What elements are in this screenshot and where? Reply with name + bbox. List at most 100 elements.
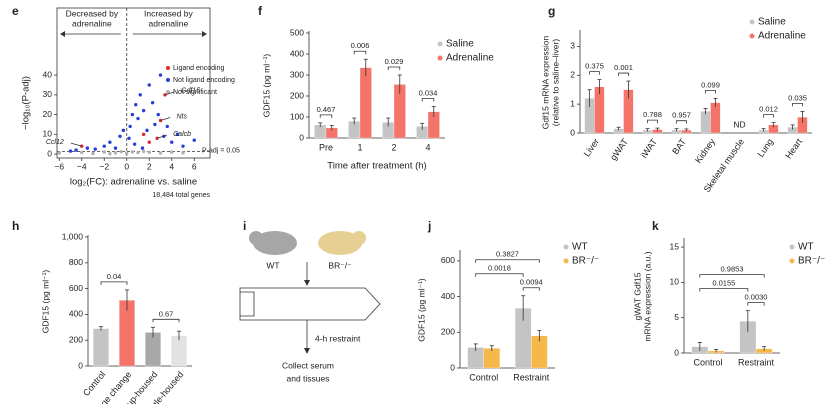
p-value: 0.9853 xyxy=(721,265,744,274)
legend-marker xyxy=(789,244,795,250)
point xyxy=(121,128,126,133)
point xyxy=(141,149,146,154)
point xyxy=(138,93,142,97)
legend-label: Not ligand encoding xyxy=(173,77,235,84)
point xyxy=(93,147,97,151)
x-tick-label: −6 xyxy=(54,161,64,171)
x-tick-label: −2 xyxy=(99,161,109,171)
comparison-bracket xyxy=(747,302,765,306)
comparison-bracket xyxy=(475,259,540,263)
bar xyxy=(483,348,501,369)
point xyxy=(181,151,185,155)
x-tick-label: Kidney xyxy=(693,136,717,165)
comparison-bracket xyxy=(699,288,749,292)
y-tick-label: 15 xyxy=(670,241,680,251)
legend-label: Ligand encoding xyxy=(173,65,224,72)
comparison-bracket xyxy=(522,287,540,291)
y-tick-label: 0 xyxy=(674,347,679,357)
arrow-head xyxy=(60,31,65,37)
p-value: 0.467 xyxy=(317,105,336,114)
bar xyxy=(710,102,721,134)
y-tick-label: 0 xyxy=(47,148,52,158)
x-tick-label: Restraint xyxy=(738,357,775,367)
x-tick-label: Liver xyxy=(582,137,601,159)
mouse-icon xyxy=(249,231,263,245)
direction-label: Decreased by xyxy=(66,8,119,18)
comparison-bracket xyxy=(699,274,765,278)
y-axis-label: (relative to saline–liver) xyxy=(550,39,560,127)
comparison-bracket xyxy=(705,89,716,94)
point xyxy=(128,124,132,129)
y-tick-label: 40 xyxy=(43,69,53,79)
point xyxy=(91,151,95,156)
label-leader xyxy=(157,134,167,139)
point xyxy=(158,151,163,155)
point xyxy=(170,140,174,144)
y-tick-label: 3 xyxy=(570,41,575,51)
legend-label: BR⁻/⁻ xyxy=(572,256,599,267)
panel-letter: g xyxy=(548,4,555,18)
point xyxy=(153,122,157,127)
plot-frame xyxy=(56,7,211,159)
panel-letter: e xyxy=(12,4,19,18)
point xyxy=(136,116,140,121)
y-tick-label: 10 xyxy=(43,129,53,139)
point xyxy=(130,150,135,154)
direction-label: Increased by xyxy=(144,8,193,18)
comparison-bracket xyxy=(100,281,128,285)
diagram-i: i WT BR⁻/⁻ 4-h restraint Collect serum a… xyxy=(239,219,381,383)
point xyxy=(80,150,84,155)
y-tick-label: 400 xyxy=(69,309,83,319)
point xyxy=(136,150,140,155)
p-value: 0.034 xyxy=(419,88,438,97)
y-tick-label: 0 xyxy=(450,362,455,372)
p-value: 0.001 xyxy=(614,63,633,72)
gene-label: Gdf15 xyxy=(181,88,200,95)
point xyxy=(158,73,163,77)
bar xyxy=(700,111,711,134)
point xyxy=(85,146,90,150)
legend-marker xyxy=(749,33,755,39)
x-tick-label: −4 xyxy=(77,161,87,171)
legend-label: Adrenaline xyxy=(758,31,806,42)
x-tick-label: 6 xyxy=(192,161,197,171)
y-tick-label: 300 xyxy=(290,69,304,79)
mouse-icon xyxy=(253,231,297,255)
legend-label: WT xyxy=(572,242,588,253)
point xyxy=(150,101,155,105)
x-tick-label: Heart xyxy=(783,136,804,160)
point xyxy=(132,142,137,146)
p-value: 0.957 xyxy=(672,111,691,120)
x-tick-label: 2 xyxy=(147,161,152,171)
y-tick-label: 400 xyxy=(441,291,455,301)
y-axis-label: −log₁₀(P-adj) xyxy=(21,76,32,130)
point xyxy=(141,108,146,113)
bar xyxy=(359,67,372,139)
legend-marker xyxy=(749,19,755,25)
y-axis-label: GDF15 (pg ml⁻¹) xyxy=(261,54,271,118)
comparison-bracket xyxy=(792,102,803,107)
comparison-bracket xyxy=(589,71,600,75)
point xyxy=(147,83,151,87)
y-axis-label: GDF15 (pg ml⁻¹) xyxy=(40,270,50,334)
comparison-bracket xyxy=(152,318,180,323)
y-axis-label: GDF15 (pg ml⁻¹) xyxy=(416,278,426,342)
outcome-label: and tissues xyxy=(287,373,330,383)
x-tick-label: Pre xyxy=(319,142,333,152)
legend-label: Saline xyxy=(758,17,786,28)
y-tick-label: 200 xyxy=(290,90,304,100)
p-value: 0.3827 xyxy=(496,250,519,259)
y-tick-label: 600 xyxy=(69,283,83,293)
x-tick-label: gWAT xyxy=(608,136,630,162)
y-tick-label: 400 xyxy=(290,48,304,58)
y-tick-label: 800 xyxy=(69,257,83,267)
legend-marker xyxy=(437,55,443,61)
x-axis-label: log₂(FC): adrenaline vs. saline xyxy=(70,177,197,188)
y-tick-label: 10 xyxy=(670,277,680,287)
y-tick-label: 200 xyxy=(69,334,83,344)
panel-letter: h xyxy=(12,219,19,233)
bar xyxy=(171,335,187,367)
y-tick-label: 5 xyxy=(674,312,679,322)
point xyxy=(145,128,149,133)
